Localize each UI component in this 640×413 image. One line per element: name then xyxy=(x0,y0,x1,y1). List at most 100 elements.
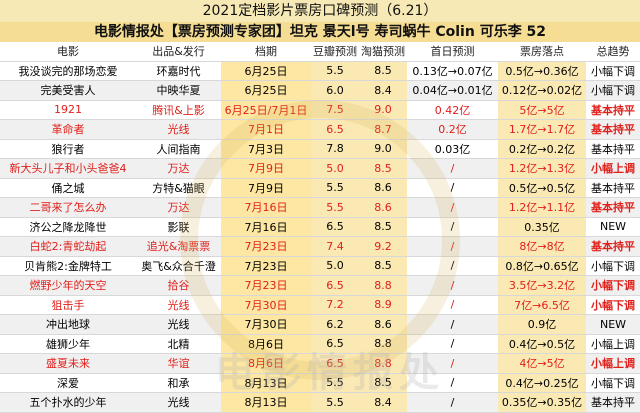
release-date-cell: 7月23日 xyxy=(221,275,311,296)
distributor-cell: 万达 xyxy=(136,197,221,218)
douban-forecast-cell: 5.0 xyxy=(311,158,359,179)
distributor-cell: 人间指南 xyxy=(136,139,221,159)
first-day-cell: 0.42亿 xyxy=(407,100,498,120)
first-day-cell: / xyxy=(407,197,498,218)
film-cell: 狙击手 xyxy=(0,295,136,315)
release-date-cell: 7月16日 xyxy=(221,217,311,237)
film-cell: 俑之城 xyxy=(0,178,136,198)
first-day-cell: / xyxy=(407,392,498,413)
douban-forecast-cell: 7.8 xyxy=(311,139,359,159)
box-office-cell: 0.9亿 xyxy=(498,314,586,335)
trend-cell: 小幅下调 xyxy=(586,256,640,276)
first-day-cell: / xyxy=(407,158,498,179)
douban-forecast-cell: 5.5 xyxy=(311,197,359,218)
box-office-cell: 0.4亿→0.5亿 xyxy=(498,334,586,354)
taomao-forecast-cell: 8.8 xyxy=(359,334,407,354)
distributor-cell: 光线 xyxy=(136,392,221,413)
release-date-cell: 8月13日 xyxy=(221,392,311,413)
table-row: 革命者 光线 7月1日 6.5 8.7 0.2亿 1.7亿→1.7亿 基本持平 xyxy=(0,119,640,140)
first-day-cell: 0.13亿→0.07亿 xyxy=(407,61,498,81)
film-cell: 五个扑水的少年 xyxy=(0,392,136,413)
film-cell: 完美受害人 xyxy=(0,80,136,101)
box-office-cell: 0.8亿→0.65亿 xyxy=(498,256,586,276)
column-header: 豆瓣预测 xyxy=(311,42,359,62)
trend-cell: 基本持平 xyxy=(586,197,640,218)
release-date-cell: 7月9日 xyxy=(221,158,311,179)
film-cell: 我没谈完的那场恋爱 xyxy=(0,61,136,81)
film-cell: 深爱 xyxy=(0,373,136,393)
distributor-cell: 追光&淘票票 xyxy=(136,236,221,257)
distributor-cell: 腾讯&上影 xyxy=(136,100,221,120)
film-cell: 贝肯熊2:金牌特工 xyxy=(0,256,136,276)
taomao-forecast-cell: 8.5 xyxy=(359,61,407,81)
first-day-cell: / xyxy=(407,256,498,276)
first-day-cell: / xyxy=(407,295,498,315)
trend-cell: 基本持平 xyxy=(586,139,640,159)
distributor-cell: 中映华夏 xyxy=(136,80,221,101)
taomao-forecast-cell: 8.6 xyxy=(359,178,407,198)
table-row: 二哥来了怎么办 万达 7月16日 5.5 8.6/1.2亿→1.1亿 基本持平 xyxy=(0,197,640,218)
film-cell: 新大头儿子和小头爸爸4 xyxy=(0,158,136,179)
table-body: 我没谈完的那场恋爱 环嘉时代 6月25日 5.5 8.5 0.13亿→0.07亿 0.5亿→… xyxy=(0,61,640,413)
douban-forecast-cell: 5.0 xyxy=(311,256,359,276)
box-office-cell: 3.5亿→3.2亿 xyxy=(498,275,586,296)
release-date-cell: 7月30日 xyxy=(221,295,311,315)
table-row: 冲出地球 光线 7月30日 6.2 8.6/0.9亿 NEW xyxy=(0,314,640,335)
first-day-cell: / xyxy=(407,314,498,335)
table-row: 完美受害人 中映华夏 6月25日 6.0 8.4 0.04亿→0.01亿 0.12亿→0.0… xyxy=(0,80,640,101)
film-cell: 盛夏未来 xyxy=(0,353,136,374)
first-day-cell: 0.2亿 xyxy=(407,119,498,140)
box-office-cell: 1.2亿→1.1亿 xyxy=(498,197,586,218)
douban-forecast-cell: 6.5 xyxy=(311,334,359,354)
release-date-cell: 8月13日 xyxy=(221,373,311,393)
box-office-cell: 0.12亿→0.02亿 xyxy=(498,80,586,101)
trend-cell: 基本持平 xyxy=(586,100,640,120)
table-row: 俑之城 方特&猫眼 7月9日 5.5 8.6/0.5亿→0.5亿 基本持平 xyxy=(0,178,640,198)
taomao-forecast-cell: 8.9 xyxy=(359,295,407,315)
release-date-cell: 7月23日 xyxy=(221,236,311,257)
film-cell: 革命者 xyxy=(0,119,136,140)
douban-forecast-cell: 5.5 xyxy=(311,373,359,393)
table-row: 五个扑水的少年 光线 8月13日 5.5 8.4/0.35亿→0.35亿 基本持平 xyxy=(0,392,640,413)
trend-cell: 小幅上调 xyxy=(586,158,640,179)
release-date-cell: 6月25日 xyxy=(221,80,311,101)
film-cell: 二哥来了怎么办 xyxy=(0,197,136,218)
first-day-cell: 0.03亿 xyxy=(407,139,498,159)
release-date-cell: 6月25日/7月1日 xyxy=(221,100,311,120)
taomao-forecast-cell: 8.5 xyxy=(359,256,407,276)
box-office-cell: 7亿→6.5亿 xyxy=(498,295,586,315)
distributor-cell: 影联 xyxy=(136,217,221,237)
taomao-forecast-cell: 8.4 xyxy=(359,80,407,101)
first-day-cell: / xyxy=(407,373,498,393)
taomao-forecast-cell: 8.8 xyxy=(359,275,407,296)
table-row: 燃野少年的天空 拾谷 7月23日 6.5 8.8/3.5亿→3.2亿 小幅下调 xyxy=(0,275,640,296)
film-cell: 1921 xyxy=(0,100,136,120)
table-row: 1921 腾讯&上影 6月25日/7月1日 7.5 9.0 0.42亿 5亿→5亿 基本持平 xyxy=(0,100,640,120)
distributor-cell: 环嘉时代 xyxy=(136,61,221,81)
taomao-forecast-cell: 9.0 xyxy=(359,139,407,159)
forecast-table: 电影 出品&发行 档期 豆瓣预测 淘猫预测 首日预测 票房落点 总趋势 我没谈完的那场恋爱 环嘉… xyxy=(0,42,640,413)
box-office-cell: 8亿→8亿 xyxy=(498,236,586,257)
release-date-cell: 7月16日 xyxy=(221,197,311,218)
table-row: 深爱 和承 8月13日 5.5 8.5/0.4亿→0.25亿 小幅下调 xyxy=(0,373,640,393)
release-date-cell: 7月30日 xyxy=(221,314,311,335)
film-cell: 济公之降龙降世 xyxy=(0,217,136,237)
box-office-cell: 5亿→5亿 xyxy=(498,100,586,120)
release-date-cell: 8月6日 xyxy=(221,334,311,354)
first-day-cell: / xyxy=(407,236,498,257)
distributor-cell: 奥飞&众合千澄 xyxy=(136,256,221,276)
column-header: 电影 xyxy=(0,42,136,62)
trend-cell: 小幅下调 xyxy=(586,61,640,81)
first-day-cell: / xyxy=(407,353,498,374)
douban-forecast-cell: 6.2 xyxy=(311,314,359,335)
trend-cell: 基本持平 xyxy=(586,236,640,257)
distributor-cell: 光线 xyxy=(136,119,221,140)
trend-cell: 小幅下调 xyxy=(586,275,640,296)
first-day-cell: / xyxy=(407,275,498,296)
taomao-forecast-cell: 8.7 xyxy=(359,119,407,140)
table-row: 雄狮少年 北精 8月6日 6.5 8.8/0.4亿→0.5亿 小幅上调 xyxy=(0,334,640,354)
film-cell: 冲出地球 xyxy=(0,314,136,335)
trend-cell: 小幅下调 xyxy=(586,80,640,101)
douban-forecast-cell: 5.5 xyxy=(311,61,359,81)
taomao-forecast-cell: 8.5 xyxy=(359,158,407,179)
